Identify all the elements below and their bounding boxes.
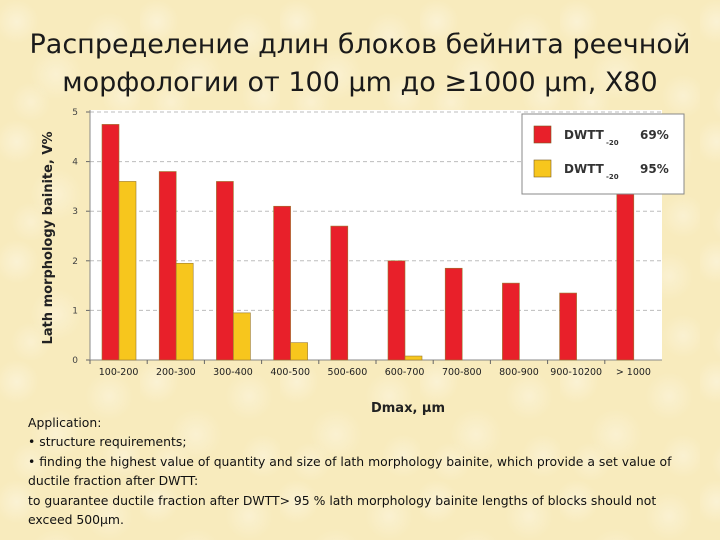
bar-dwtt-95 xyxy=(118,181,137,361)
x-tick-label: 300-400 xyxy=(213,367,253,378)
legend-swatch xyxy=(533,125,552,144)
application-conclusion: to guarantee ductile fraction after DWTT… xyxy=(28,492,657,528)
legend-label: DWTT xyxy=(564,162,605,176)
y-axis-label: Lath morphology bainite, V% xyxy=(41,132,56,345)
x-tick-label: > 1000 xyxy=(616,367,651,378)
bar-dwtt-69 xyxy=(216,181,234,361)
x-tick-label: 900-10200 xyxy=(550,367,602,378)
application-bullet-1: • structure requirements; xyxy=(28,434,187,450)
bar-dwtt-95 xyxy=(290,342,308,361)
bar-dwtt-69 xyxy=(158,171,177,361)
title-line-2: морфологии от 100 µm до ≥1000 µm, X80 xyxy=(62,67,658,98)
x-tick-label: 400-500 xyxy=(270,367,310,378)
y-tick-label: 2 xyxy=(72,257,78,267)
legend-label-subscript: -20 xyxy=(606,173,619,181)
bar-chart: 0 1 2 3 4 5 100-200 200-300 300-400 400-500 500-60… xyxy=(41,108,685,416)
bar-dwtt-69 xyxy=(387,260,406,361)
legend-value: 69% xyxy=(640,128,669,142)
bar-dwtt-95 xyxy=(404,355,423,361)
y-tick-label: 1 xyxy=(72,306,78,316)
y-tick-label: 3 xyxy=(72,207,78,217)
y-tick-label: 4 xyxy=(72,158,78,168)
x-tick-label: 200-300 xyxy=(156,367,196,378)
x-tick-label: 500-600 xyxy=(328,367,368,378)
slide-title: Распределение длин блоков бейнита реечно… xyxy=(20,26,700,102)
bar-dwtt-95 xyxy=(175,262,194,361)
legend-value: 95% xyxy=(640,162,669,176)
x-tick-label: 700-800 xyxy=(442,367,482,378)
legend-label: DWTT xyxy=(564,128,605,142)
legend-swatch xyxy=(533,159,552,178)
x-tick-label: 100-200 xyxy=(99,367,139,378)
application-text: Application: • structure requirements; •… xyxy=(28,413,700,529)
application-heading: Application: xyxy=(28,415,102,430)
legend-label-subscript: -20 xyxy=(606,139,619,147)
x-axis-label: Dmax, µm xyxy=(371,401,445,416)
bar-dwtt-69 xyxy=(101,124,120,361)
x-tick-label: 800-900 xyxy=(499,367,539,378)
bar-dwtt-69 xyxy=(273,205,291,361)
bar-dwtt-69 xyxy=(616,171,635,361)
bar-dwtt-95 xyxy=(233,312,251,361)
bar-dwtt-69 xyxy=(502,282,520,361)
y-tick-label: 0 xyxy=(72,356,78,366)
title-line-1: Распределение длин блоков бейнита реечно… xyxy=(29,29,691,60)
x-tick-label: 600-700 xyxy=(385,367,425,378)
application-bullet-2: • finding the highest value of quantity … xyxy=(28,453,672,489)
bar-dwtt-69 xyxy=(559,292,577,361)
bar-dwtt-69 xyxy=(330,225,349,361)
bar-dwtt-69 xyxy=(444,267,463,361)
y-tick-label: 5 xyxy=(72,108,78,118)
